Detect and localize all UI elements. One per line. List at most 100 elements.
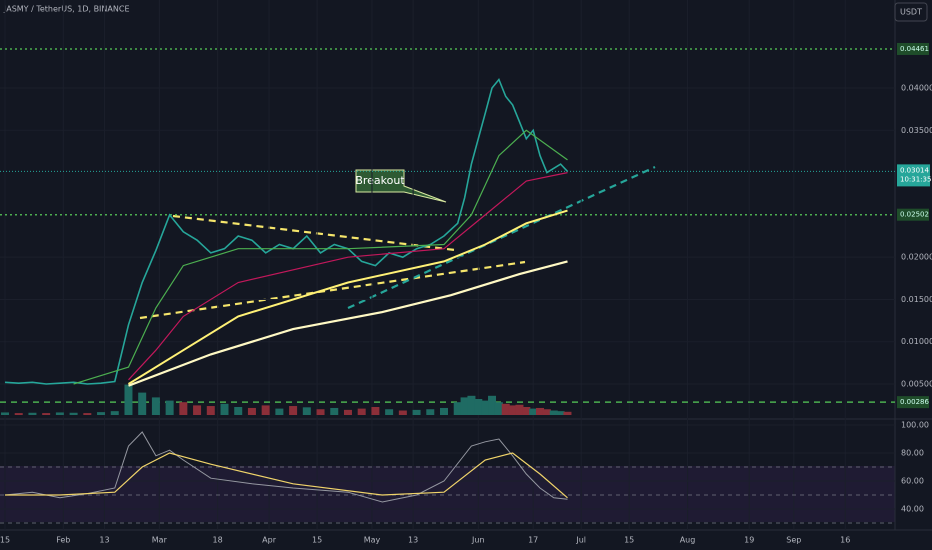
volume-bar [193,405,202,415]
volume-bar [179,402,188,415]
y-tick-label: 100.00 [901,421,929,430]
y-tick-label: 0.03500 [901,126,932,135]
x-tick-label: Feb [56,536,70,545]
volume-bar [261,405,270,415]
currency-label[interactable]: USDT [900,8,922,17]
volume-bar [138,392,147,415]
volume-bar [529,408,538,415]
y-tick-label: 60.00 [901,477,924,486]
x-tick-label: 13 [99,536,109,545]
level-tag [897,208,929,221]
volume-bar [522,407,531,415]
volume-bar [467,395,476,415]
last-price-label: 0.03014 [900,166,929,174]
last-price-tag [897,164,930,187]
x-tick-label: May [364,536,381,545]
volume-bar [426,409,435,415]
volume-bar [536,407,545,415]
volume-bar [124,384,133,415]
x-tick-label: 15 [312,536,322,545]
y-tick-label: 80.00 [901,449,924,458]
volume-bar [302,407,311,415]
volume-bar [220,403,229,415]
annotation: Breakout [355,174,405,187]
series-line [4,431,568,503]
volume-bar [151,397,160,415]
x-tick-label: Apr [262,536,277,545]
volume-bar [371,407,380,415]
x-tick-label: 19 [744,536,754,545]
volume-bar [474,399,483,415]
volume-bar [412,409,421,415]
volume-bar [343,409,352,415]
trendline [139,260,526,320]
volume-bar [289,406,298,415]
currency-button[interactable] [894,2,928,22]
volume-bar [14,413,23,415]
volume-bar [453,402,462,415]
x-tick-label: 18 [213,536,223,545]
volume-bar [385,409,394,415]
volume-bar [508,405,517,415]
volume-bar [501,403,510,415]
y-tick-label: 40.00 [901,504,924,513]
y-tick-label: 0.01500 [901,295,932,304]
volume-bar [515,404,524,415]
x-tick-label: Aug [680,536,696,545]
x-tick-label: Sep [786,536,801,545]
series-line [5,452,568,499]
rsi-band [0,466,895,522]
volume-bar [97,412,106,415]
volume-bar [481,400,490,415]
volume-bar [275,408,284,415]
y-tick-label: 0.02000 [901,253,932,262]
volume-bar [165,400,174,415]
x-tick-label: Mar [152,536,168,545]
volume-bar [494,402,503,415]
level-tag [897,396,929,409]
x-tick-label: 16 [840,536,850,545]
level-label: 0.02502 [900,211,929,219]
y-tick-label: 0.01000 [901,337,932,346]
volume-bar [234,407,243,415]
x-tick-label: 13 [408,536,418,545]
volume-bar [556,411,565,415]
series-line [127,209,568,385]
series-line [128,172,568,381]
chart-title: JASMY / TetherUS, 1D, BINANCE [3,5,130,14]
level-label: 0.04461 [900,45,929,53]
volume-bar [69,412,78,415]
volume-bar [55,412,64,415]
volume-bar [110,411,119,415]
volume-bar [440,407,449,415]
volume-bar [1,412,10,415]
series-line [128,260,568,387]
x-tick-label: 15 [0,536,10,545]
y-tick-label: 0.00500 [901,380,932,389]
volume-bar [549,410,558,415]
volume-bar [330,407,339,415]
trendline [347,166,656,309]
volume-bar [247,407,256,415]
level-tag [897,42,929,55]
x-tick-label: 15 [624,536,634,545]
volume-bar [83,413,92,415]
y-tick-label: 0.04000 [901,83,932,92]
trendlines [139,166,656,320]
series-line [4,77,569,385]
volume-bar [206,406,215,415]
volume-bar [42,413,51,415]
volume-bar [488,395,497,415]
volume-bar [563,411,572,415]
volume-bar [28,412,37,415]
countdown-label: 10:31:35 [900,175,931,183]
volume-bar [398,410,407,415]
volume-bar [316,409,325,415]
x-tick-label: Jun [471,536,485,545]
series-line [73,129,568,385]
volume-bar [357,408,366,415]
x-tick-label: Jul [575,536,586,545]
annotation-box [355,169,447,203]
